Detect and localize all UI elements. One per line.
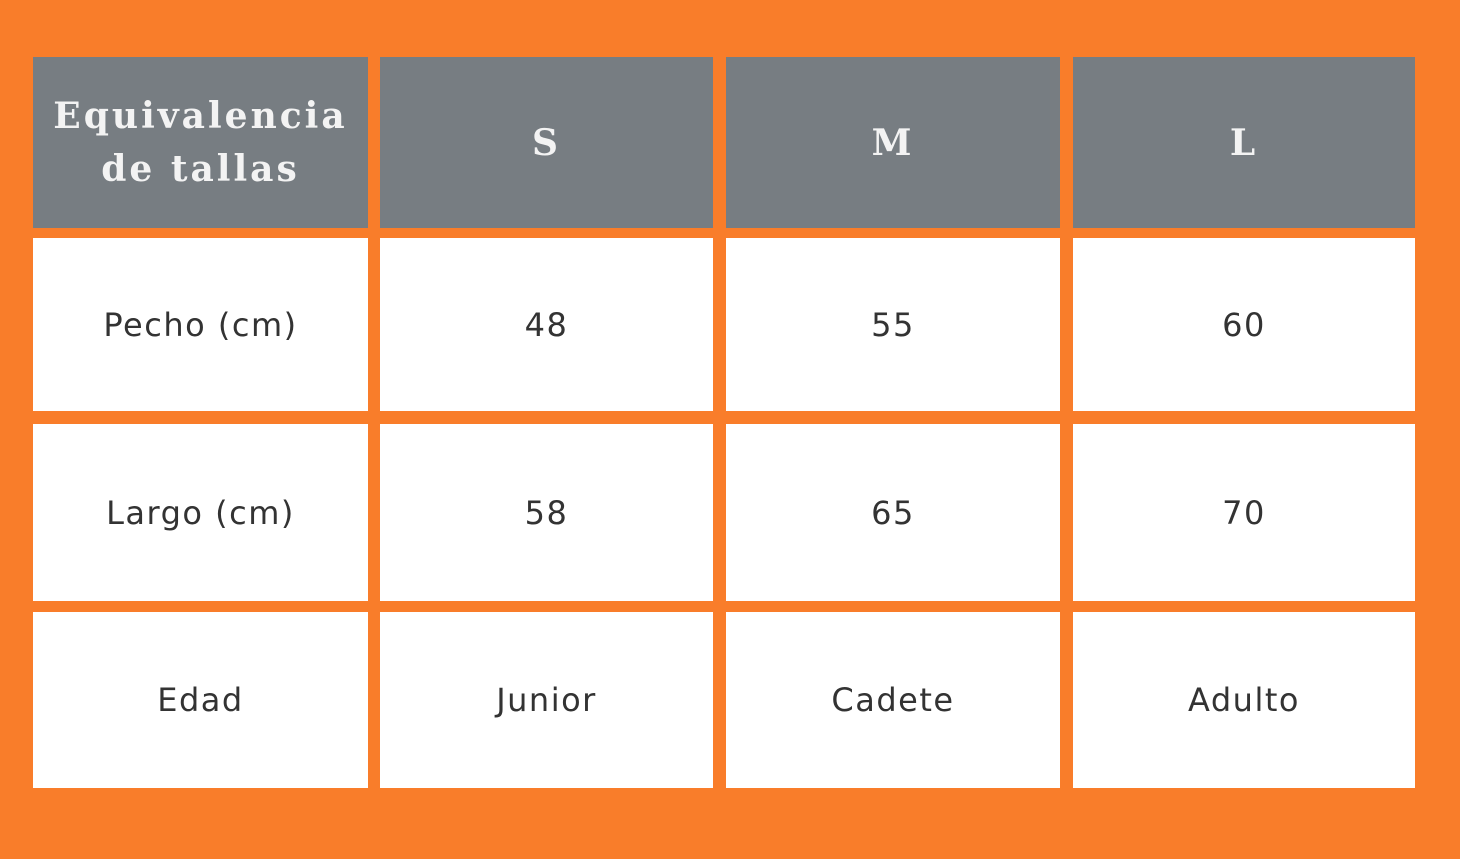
table-cell: 70 [1073, 424, 1415, 601]
row-label: Pecho (cm) [33, 238, 368, 411]
row-label: Largo (cm) [33, 424, 368, 601]
table-cell: 60 [1073, 238, 1415, 411]
table-cell: Adulto [1073, 612, 1415, 788]
size-header-s: S [380, 57, 713, 228]
table-cell: Cadete [726, 612, 1060, 788]
table-cell: 48 [380, 238, 713, 411]
table-cell: 65 [726, 424, 1060, 601]
table-cell: 55 [726, 238, 1060, 411]
size-header-l: L [1073, 57, 1415, 228]
row-label: Edad [33, 612, 368, 788]
corner-header: Equivalencia de tallas [33, 57, 368, 228]
table-cell: Junior [380, 612, 713, 788]
size-header-m: M [726, 57, 1060, 228]
table-cell: 58 [380, 424, 713, 601]
